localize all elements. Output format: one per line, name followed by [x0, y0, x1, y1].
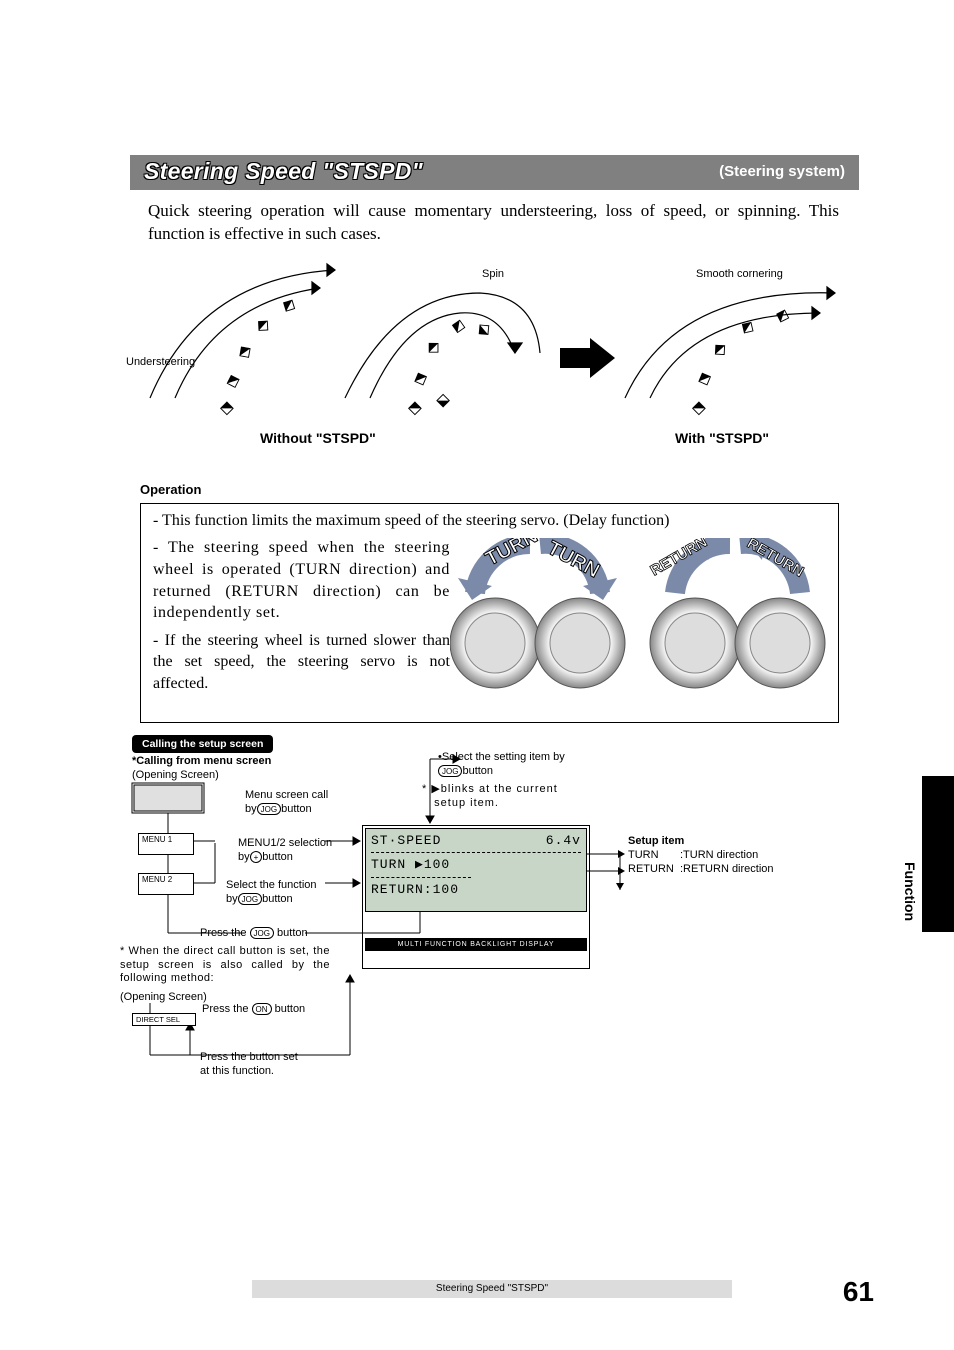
op-line-2: - The steering speed when the steering w… — [153, 537, 450, 623]
svg-text:⬘: ⬘ — [250, 313, 274, 337]
caption-with: With "STSPD" — [675, 430, 769, 446]
lcd-title: ST·SPEED — [371, 832, 441, 850]
svg-text:⬘: ⬘ — [408, 397, 422, 417]
jog-icon: JOG — [250, 927, 274, 939]
setup-turn: TURN:TURN direction — [628, 849, 758, 863]
select-fn-text: Select the function byJOGbutton — [226, 879, 317, 907]
svg-text:⬘: ⬘ — [233, 339, 256, 363]
svg-text:⬘: ⬘ — [692, 397, 706, 417]
operation-left-column: - The steering speed when the steering w… — [153, 537, 450, 694]
section-header: Steering Speed "STSPD" (Steering system) — [130, 155, 859, 190]
diagram-svg: ⬘ ⬘ ⬘ ⬘ ⬘ ⬘ ⬘ ⬘ ⬘ ⬘ ⬘ — [120, 258, 860, 458]
menu2-box: MENU 2 — [138, 873, 194, 895]
setup-flow: Calling the setup screen — [120, 735, 859, 1115]
setup-return: RETURN:RETURN direction — [628, 863, 774, 877]
label-spin: Spin — [482, 268, 504, 280]
manual-page: Steering Speed "STSPD" (Steering system)… — [0, 0, 954, 1350]
operation-box: - This function limits the maximum speed… — [140, 503, 839, 723]
press-set-text: Press the button setat this function. — [200, 1051, 298, 1079]
direct-sel-box: DIRECT SEL — [132, 1013, 196, 1026]
label-smooth: Smooth cornering — [696, 268, 783, 280]
jog-icon: JOG — [438, 765, 462, 777]
flow-heading: *Calling from menu screen — [132, 755, 271, 769]
menu-sel-text: MENU1/2 selection by+button — [238, 837, 332, 865]
side-tab — [922, 776, 954, 932]
svg-text:⬘: ⬘ — [223, 368, 242, 391]
caption-without: Without "STSPD" — [260, 430, 376, 446]
lcd-footer: MULTI FUNCTION BACKLIGHT DISPLAY — [365, 938, 587, 951]
direct-note: * When the direct call button is set, th… — [120, 945, 330, 986]
section-subtitle: (Steering system) — [719, 163, 845, 180]
press-on-text: Press the ON button — [202, 1003, 305, 1017]
op-line-3: - If the steering wheel is turned slower… — [153, 630, 450, 695]
opening-screen-label-2: (Opening Screen) — [120, 991, 207, 1005]
wheel-illustration: TURN TURN RETURN RETURN — [450, 538, 830, 718]
page-number: 61 — [843, 1276, 874, 1308]
select-item-text: •Select the setting item by JOGbutton — [438, 751, 565, 779]
lcd-return: RETURN:100 — [371, 881, 581, 899]
section-title: Steering Speed "STSPD" — [144, 158, 423, 185]
operation-heading: Operation — [140, 482, 859, 497]
opening-screen-label: (Opening Screen) — [132, 769, 219, 783]
svg-text:TURN: TURN — [482, 538, 541, 570]
svg-text:⬘: ⬘ — [707, 337, 731, 361]
menu1-box: MENU 1 — [138, 833, 194, 855]
svg-text:⬘: ⬘ — [694, 366, 714, 390]
lcd-screen: ST·SPEED 6.4v TURN ▶100 RETURN:100 — [365, 828, 587, 912]
svg-text:⬘: ⬘ — [220, 397, 234, 417]
lcd-voltage: 6.4v — [546, 832, 581, 850]
press-jog-text: Press the JOG button — [200, 927, 308, 941]
svg-text:⬘: ⬘ — [770, 306, 793, 325]
svg-text:⬘: ⬘ — [421, 335, 445, 359]
jog-icon: JOG — [238, 893, 262, 905]
label-understeering: Understeering — [126, 356, 195, 368]
setup-item-heading: Setup item — [628, 835, 684, 849]
svg-text:⬘: ⬘ — [471, 319, 495, 343]
op-line-1: - This function limits the maximum speed… — [153, 510, 828, 532]
footer-bar: Steering Speed "STSPD" — [252, 1280, 732, 1298]
svg-text:⬘: ⬘ — [436, 392, 450, 412]
intro-text: Quick steering operation will cause mome… — [148, 200, 839, 246]
jog-icon: JOG — [257, 803, 281, 815]
svg-text:⬘: ⬘ — [410, 366, 430, 390]
svg-text:⬘: ⬘ — [446, 317, 468, 334]
lcd-display: ST·SPEED 6.4v TURN ▶100 RETURN:100 MULTI… — [362, 825, 590, 969]
plus-icon: + — [250, 851, 263, 863]
lcd-turn: TURN ▶100 — [371, 856, 581, 874]
menu-call-text: Menu screen call byJOGbutton — [245, 789, 328, 817]
stspd-diagram: ⬘ ⬘ ⬘ ⬘ ⬘ ⬘ ⬘ ⬘ ⬘ ⬘ ⬘ — [120, 258, 859, 458]
side-tab-label: Function — [902, 862, 918, 921]
on-icon: ON — [252, 1003, 272, 1015]
blinks-text: * ▶blinks at the current setup item. — [422, 783, 558, 811]
